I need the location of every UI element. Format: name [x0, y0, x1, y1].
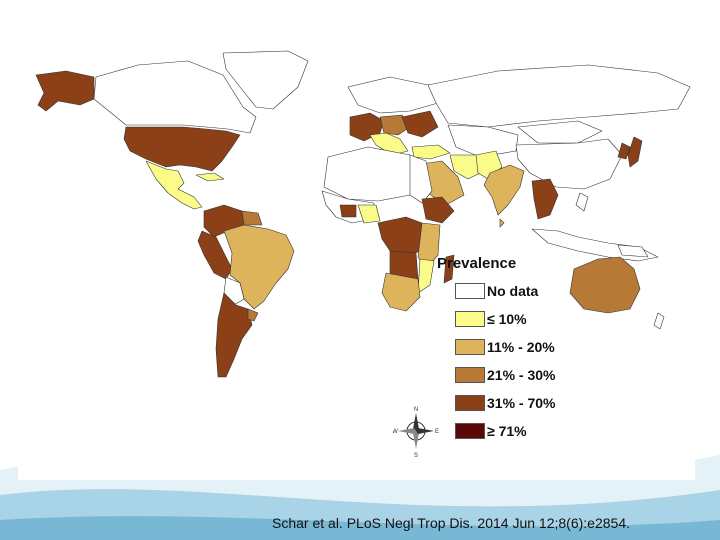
compass-n: N — [414, 407, 418, 413]
world-map-graphic — [35, 50, 691, 378]
compass-rose-icon: N S W E — [393, 407, 439, 459]
central-asia — [447, 124, 519, 158]
legend-swatch — [455, 395, 485, 411]
italy-balkans — [369, 132, 409, 156]
compass-s: S — [414, 453, 418, 459]
southern-africa — [381, 272, 421, 312]
philippines — [575, 192, 589, 212]
china — [515, 138, 623, 190]
legend-swatch — [455, 283, 485, 299]
argentina — [215, 292, 253, 378]
madagascar — [443, 254, 455, 284]
india — [483, 164, 525, 216]
greenland — [222, 50, 309, 110]
guinea-coast — [339, 204, 357, 218]
korea-japan — [617, 136, 643, 168]
central-europe — [379, 114, 411, 136]
ethiopia — [421, 196, 455, 224]
new-zealand — [653, 312, 665, 330]
legend-label: No data — [487, 283, 539, 299]
ghana-nigeria — [357, 204, 381, 224]
caribbean — [195, 172, 225, 182]
central-africa — [377, 216, 423, 258]
citation-text: Schar et al. PLoS Negl Trop Dis. 2014 Ju… — [272, 515, 630, 531]
legend-swatch — [455, 423, 485, 439]
indochina — [531, 178, 559, 220]
compass-w: W — [393, 429, 398, 435]
australia — [569, 256, 641, 314]
uruguay — [247, 308, 259, 322]
legend-label: ≤ 10% — [487, 311, 527, 327]
legend-swatch — [455, 311, 485, 327]
sri-lanka — [499, 218, 505, 228]
legend-label: 21% - 30% — [487, 367, 556, 383]
usa — [123, 126, 241, 172]
compass-e: E — [435, 429, 439, 435]
legend-label: ≥ 71% — [487, 423, 527, 439]
papua — [617, 244, 649, 258]
iran — [449, 154, 485, 180]
north-africa — [323, 146, 419, 202]
legend-title: Prevalence — [437, 255, 517, 272]
mexico — [145, 160, 203, 210]
mongolia — [517, 120, 603, 144]
egypt-sudan — [409, 154, 433, 204]
legend-swatch — [455, 367, 485, 383]
russia — [427, 64, 691, 128]
world-prevalence-map — [18, 47, 695, 480]
guianas — [241, 210, 263, 226]
legend-swatch — [455, 339, 485, 355]
legend-label: 31% - 70% — [487, 395, 556, 411]
eastern-europe — [401, 110, 439, 138]
legend-label: 11% - 20% — [487, 339, 555, 355]
northern-europe — [347, 76, 439, 114]
mozambique — [417, 258, 435, 294]
turkey — [411, 144, 451, 160]
canada — [93, 60, 257, 134]
alaska — [35, 70, 95, 112]
western-europe — [349, 112, 385, 142]
